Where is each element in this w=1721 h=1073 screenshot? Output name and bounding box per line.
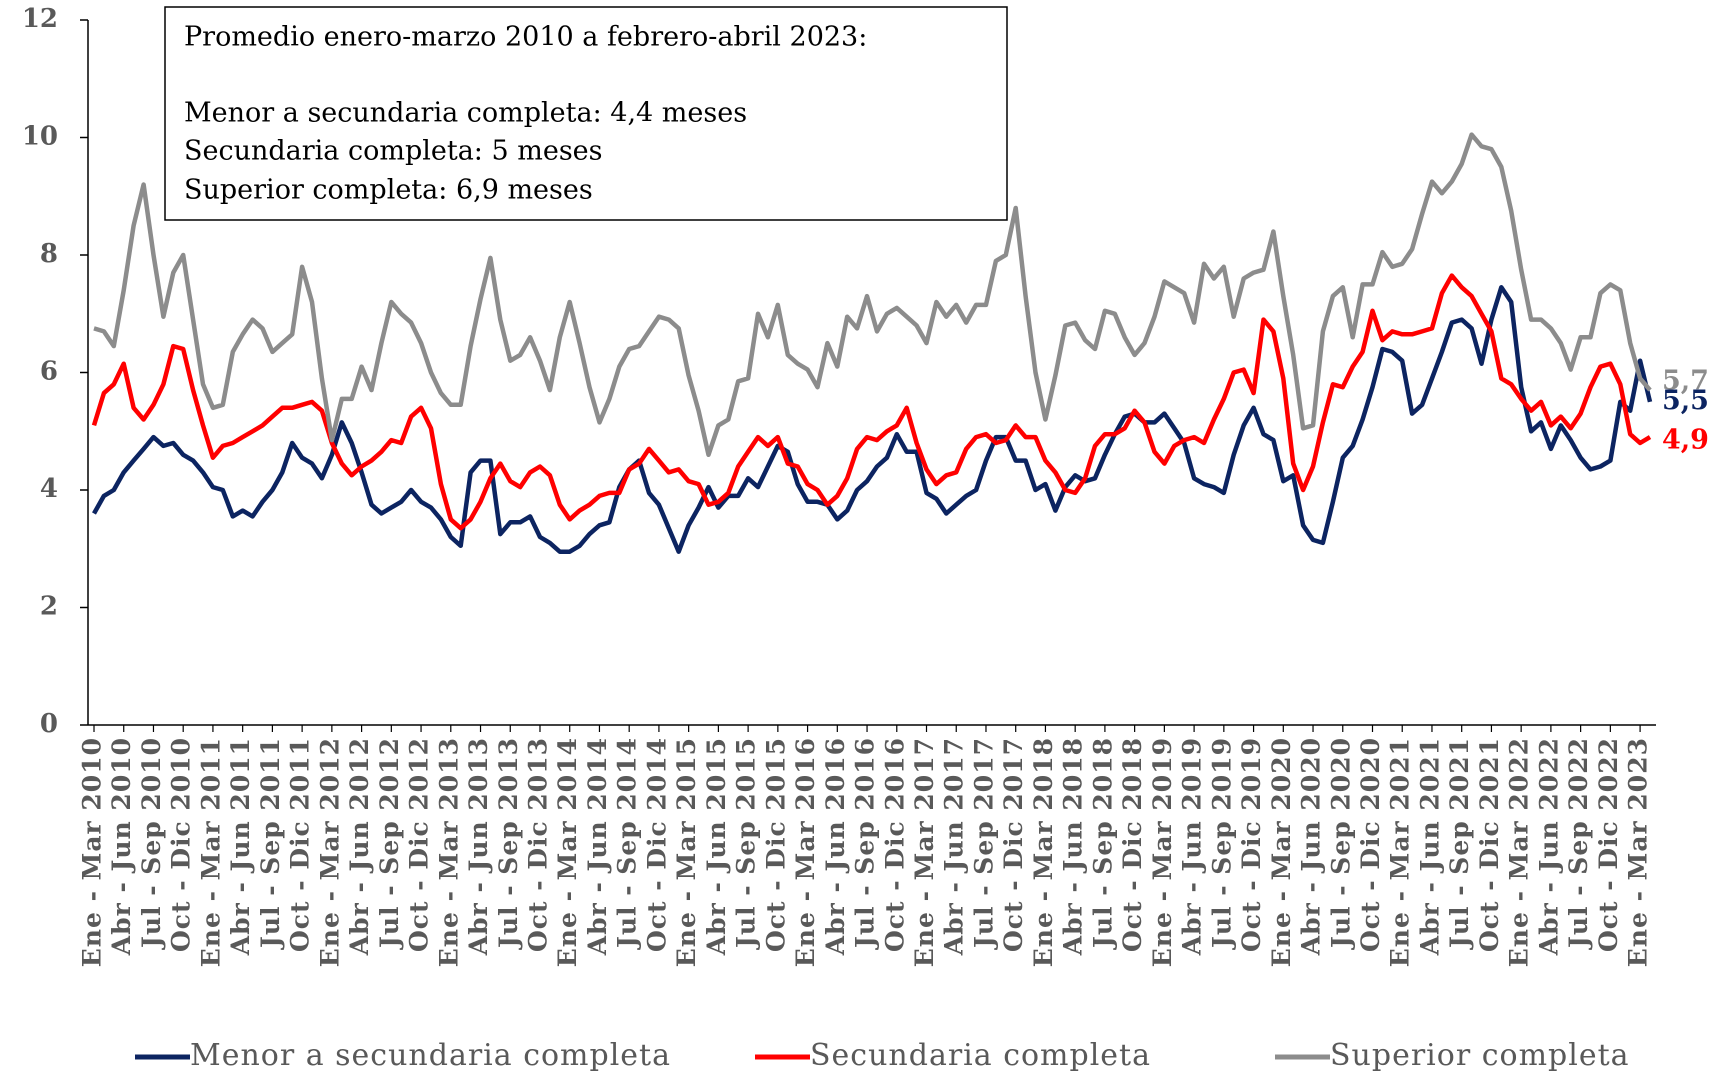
x-tick-label: Abr - Jun 2012	[345, 737, 374, 956]
series-line	[91, 273, 1652, 531]
x-tick-label: Oct - Dic 2012	[405, 737, 434, 952]
x-tick-label: Ene - Mar 2013	[434, 737, 463, 967]
y-tick-label: 6	[40, 357, 58, 387]
x-tick-label: Ene - Mar 2011	[196, 737, 225, 967]
x-tick-label: Oct - Dic 2014	[642, 737, 671, 952]
end-label: 5,5	[1662, 385, 1709, 416]
x-tick-label: Abr - Jun 2018	[1059, 737, 1088, 956]
y-tick-label: 2	[40, 592, 58, 622]
x-tick-label: Ene - Mar 2018	[1029, 737, 1058, 967]
x-tick-label: Abr - Jun 2010	[107, 737, 136, 956]
x-tick-label: Ene - Mar 2012	[315, 737, 344, 967]
x-tick-label: Jul - Sep 2019	[1207, 737, 1236, 950]
x-tick-label: Ene - Mar 2014	[553, 737, 582, 967]
x-tick-label: Jul - Sep 2018	[1088, 737, 1117, 950]
x-tick-label: Oct - Dic 2016	[880, 737, 909, 952]
x-tick-label: Ene - Mar 2023	[1624, 737, 1653, 967]
x-tick-label: Jul - Sep 2014	[613, 737, 642, 950]
legend-label: Menor a secundaria completa	[190, 1038, 671, 1073]
x-tick-label: Ene - Mar 2016	[791, 737, 820, 967]
x-tick-label: Jul - Sep 2013	[494, 737, 523, 950]
x-tick-label: Ene - Mar 2022	[1505, 737, 1534, 967]
x-tick-label: Jul - Sep 2020	[1326, 737, 1355, 950]
y-tick-label: 0	[40, 709, 58, 739]
x-tick-label: Abr - Jun 2017	[940, 737, 969, 956]
annotation: Superior completa: 6,9 meses	[184, 175, 593, 206]
x-tick-label: Jul - Sep 2017	[969, 737, 998, 950]
y-tick-label: 10	[22, 122, 58, 152]
x-tick-label: Ene - Mar 2019	[1148, 737, 1177, 967]
x-tick-label: Oct - Dic 2018	[1118, 737, 1147, 952]
x-tick-label: Oct - Dic 2019	[1237, 737, 1266, 952]
x-tick-label: Abr - Jun 2015	[702, 737, 731, 956]
x-tick-label: Abr - Jun 2014	[583, 737, 612, 956]
x-tick-label: Jul - Sep 2012	[375, 737, 404, 950]
x-tick-label: Oct - Dic 2022	[1594, 737, 1623, 952]
x-tick-label: Jul - Sep 2021	[1445, 737, 1474, 950]
x-tick-label: Oct - Dic 2013	[523, 737, 552, 952]
legend-label: Secundaria completa	[810, 1038, 1151, 1073]
x-tick-label: Abr - Jun 2016	[821, 737, 850, 956]
x-tick-label: Oct - Dic 2021	[1475, 737, 1504, 952]
end-label: 5,7	[1662, 366, 1709, 397]
x-tick-label: Oct - Dic 2010	[167, 737, 196, 952]
x-tick-label: Oct - Dic 2015	[761, 737, 790, 952]
annotation: Promedio enero-marzo 2010 a febrero-abri…	[184, 22, 867, 53]
x-tick-label: Oct - Dic 2017	[999, 737, 1028, 952]
x-tick-label: Oct - Dic 2011	[286, 737, 315, 952]
x-tick-label: Oct - Dic 2020	[1356, 737, 1385, 952]
x-tick-label: Abr - Jun 2020	[1297, 737, 1326, 956]
x-tick-label: Abr - Jun 2011	[226, 737, 255, 956]
annotation-box	[164, 6, 1008, 221]
y-tick-label: 8	[40, 239, 58, 269]
x-tick-label: Abr - Jun 2021	[1415, 737, 1444, 956]
x-tick-label: Ene - Mar 2021	[1386, 737, 1415, 967]
x-tick-label: Ene - Mar 2020	[1267, 737, 1296, 967]
x-tick-label: Ene - Mar 2017	[910, 737, 939, 967]
x-tick-label: Jul - Sep 2010	[137, 737, 166, 950]
y-tick-label: 4	[40, 474, 58, 504]
x-tick-label: Abr - Jun 2013	[464, 737, 493, 956]
x-tick-label: Ene - Mar 2010	[78, 737, 107, 967]
legend-label: Superior completa	[1330, 1038, 1630, 1073]
x-tick-label: Jul - Sep 2015	[732, 737, 761, 950]
x-tick-label: Jul - Sep 2022	[1564, 737, 1593, 950]
y-tick-label: 12	[22, 4, 58, 34]
x-tick-label: Jul - Sep 2011	[256, 737, 285, 950]
series-line	[92, 285, 1653, 554]
x-tick-label: Abr - Jun 2019	[1178, 737, 1207, 956]
annotation: Menor a secundaria completa: 4,4 meses	[184, 98, 747, 129]
series-line	[93, 132, 1652, 458]
x-tick-label: Jul - Sep 2016	[851, 737, 880, 950]
annotation: Secundaria completa: 5 meses	[184, 136, 603, 167]
x-tick-label: Ene - Mar 2015	[672, 737, 701, 967]
end-label: 4,9	[1662, 425, 1709, 456]
x-tick-label: Abr - Jun 2022	[1534, 737, 1563, 956]
